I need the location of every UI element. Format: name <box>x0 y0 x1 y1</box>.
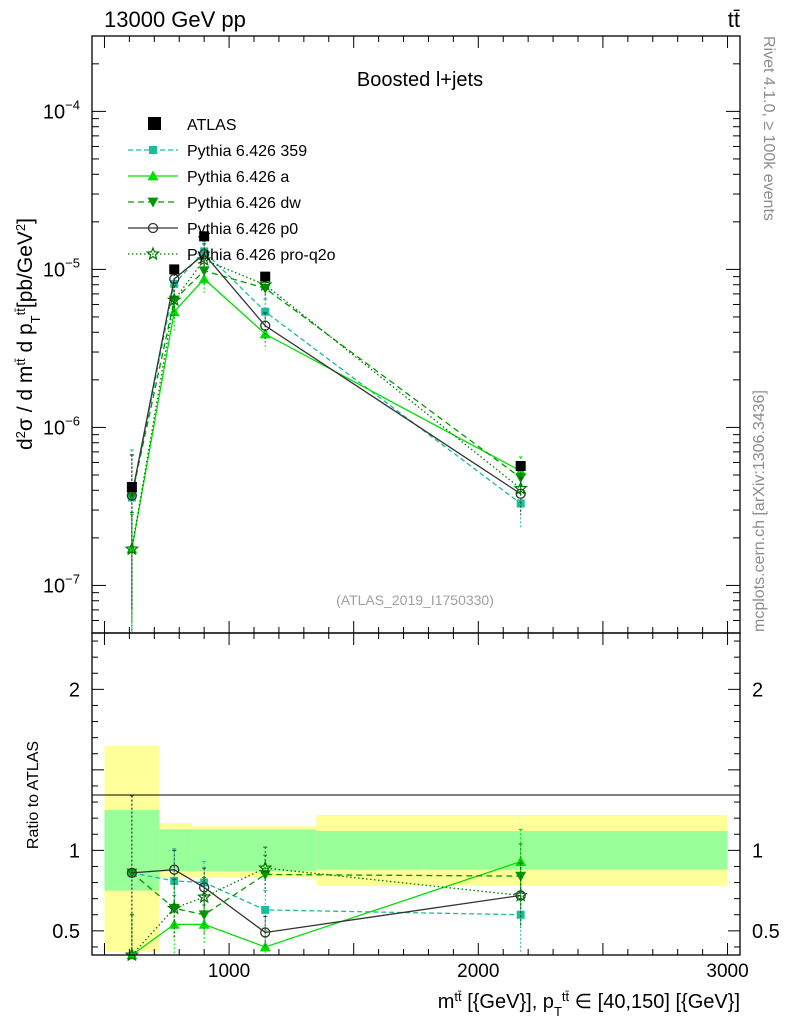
series-point <box>260 320 271 331</box>
legend-marker <box>147 222 159 234</box>
series-point <box>166 292 182 307</box>
ratio-point <box>126 867 138 879</box>
series-line <box>131 278 521 550</box>
collision-energy-label: 13000 GeV pp <box>104 7 246 32</box>
series-pythia-6-426-dw <box>126 258 527 610</box>
ratio-point <box>124 947 140 962</box>
analysis-tag: (ATLAS_2019_I1750330) <box>336 592 494 608</box>
y-tick-exponent: −7 <box>65 571 80 586</box>
x-tick-label: 1000 <box>208 961 250 982</box>
data-points-layer <box>126 231 526 492</box>
ratio-point <box>259 941 271 952</box>
ratio-series-pythia-6-426-pro-q2o <box>124 846 528 962</box>
ratio-y-tick-label: 1 <box>69 840 80 862</box>
x-tick-label: 2000 <box>457 961 499 982</box>
legend-entry: Pythia 6.426 p0 <box>128 221 298 238</box>
atlas-data-point <box>260 271 271 282</box>
legend-entry: ATLAS <box>148 117 237 134</box>
y-tick-exponent: −6 <box>65 413 80 428</box>
y-axis-label: d2σ / d mtt̄ d pTtt̄[pb/GeV2] <box>13 218 43 450</box>
legend-label: Pythia 6.426 p0 <box>187 221 298 238</box>
legend: ATLAS Pythia 6.426 359 Pythia 6.426 a Pythi… <box>128 117 336 264</box>
ratio-series-line <box>131 867 521 956</box>
legend-label: Pythia 6.426 pro-q2o <box>187 247 336 264</box>
process-label: tt̄ <box>728 7 740 32</box>
y-tick-label: 10−4 <box>43 97 80 123</box>
series-point <box>196 252 212 267</box>
ratio-point <box>166 900 182 915</box>
series-line <box>131 259 522 550</box>
ratio-y-tick-label: 1 <box>752 840 763 862</box>
y-tick-base: 10 <box>43 101 65 123</box>
inner-band <box>104 810 160 891</box>
legend-label: ATLAS <box>187 117 237 134</box>
main-plot-panel: Boosted l+jets (ATLAS_2019_I1750330) 10−… <box>43 35 741 645</box>
ratio-point <box>260 927 271 938</box>
legend-entry: Pythia 6.426 pro-q2o <box>128 246 336 264</box>
y-tick-base: 10 <box>43 575 65 597</box>
y-tick-exponent: −5 <box>65 255 80 270</box>
main-series-layer <box>124 241 528 633</box>
legend-entry: Pythia 6.426 dw <box>128 195 301 212</box>
series-point <box>513 480 528 495</box>
y-tick-label: 10−6 <box>43 413 80 439</box>
x-axis-label: mtt̄ [{GeV}], pTtt̄ ∈ [40,150] [{GeV}] <box>438 989 740 1019</box>
series-line <box>131 270 522 496</box>
legend-entry: Pythia 6.426 359 <box>128 143 307 160</box>
chart-title: Boosted l+jets <box>357 69 483 91</box>
legend-label: Pythia 6.426 dw <box>187 195 301 212</box>
legend-marker <box>147 170 159 181</box>
inner-band <box>229 829 317 872</box>
ratio-point <box>516 910 525 919</box>
series-point <box>261 307 270 316</box>
series-pythia-6-426-a <box>126 266 527 621</box>
ratio-y-tick-label: 2 <box>752 679 763 701</box>
ratio-y-tick-label: 0.5 <box>752 921 780 943</box>
ratio-plot-frame <box>91 632 741 956</box>
source-label: mcplots.cern.ch [arXiv:1306.3436] <box>751 390 768 632</box>
ratio-point <box>513 887 528 902</box>
uncertainty-bands <box>104 745 728 952</box>
inner-band <box>191 829 230 872</box>
y-tick-base: 10 <box>43 259 65 281</box>
legend-marker <box>147 197 159 208</box>
ratio-y-axis-label: Ratio to ATLAS <box>25 741 42 849</box>
series-pythia-6-426-p0 <box>126 243 526 610</box>
series-point <box>198 273 210 284</box>
legend-marker <box>145 246 161 261</box>
series-point <box>200 247 209 256</box>
rivet-version-label: Rivet 4.1.0, ≥ 100k events <box>760 36 777 221</box>
ratio-y-tick-label: 0.5 <box>52 921 80 943</box>
atlas-data-point <box>199 231 210 242</box>
legend-marker <box>148 117 161 130</box>
ratio-point <box>257 860 273 875</box>
legend-entry: Pythia 6.426 a <box>128 169 289 186</box>
ratio-point <box>196 889 212 904</box>
y-tick-base: 10 <box>43 417 65 439</box>
series-point <box>198 266 210 277</box>
series-pythia-6-426-pro-q2o <box>124 248 528 633</box>
y-tick-label: 10−5 <box>43 255 80 281</box>
atlas-data-point <box>169 264 180 275</box>
legend-marker <box>149 146 157 154</box>
main-axis-ticks: 10−710−610−510−4 <box>43 36 740 645</box>
ratio-point <box>169 864 180 875</box>
ratio-series-layer <box>124 795 528 962</box>
atlas-data-point <box>126 481 137 492</box>
y-tick-exponent: −4 <box>65 97 80 112</box>
legend-label: Pythia 6.426 359 <box>187 143 307 160</box>
ratio-point <box>261 905 270 914</box>
series-line <box>131 250 522 505</box>
y-tick-label: 10−7 <box>43 571 80 597</box>
ratio-y-tick-label: 2 <box>69 679 80 701</box>
series-point <box>257 277 273 291</box>
atlas-data-point <box>515 460 526 471</box>
series-point <box>124 541 140 556</box>
legend-label: Pythia 6.426 a <box>187 169 289 186</box>
x-tick-label: 3000 <box>706 961 748 982</box>
series-point <box>169 273 180 285</box>
